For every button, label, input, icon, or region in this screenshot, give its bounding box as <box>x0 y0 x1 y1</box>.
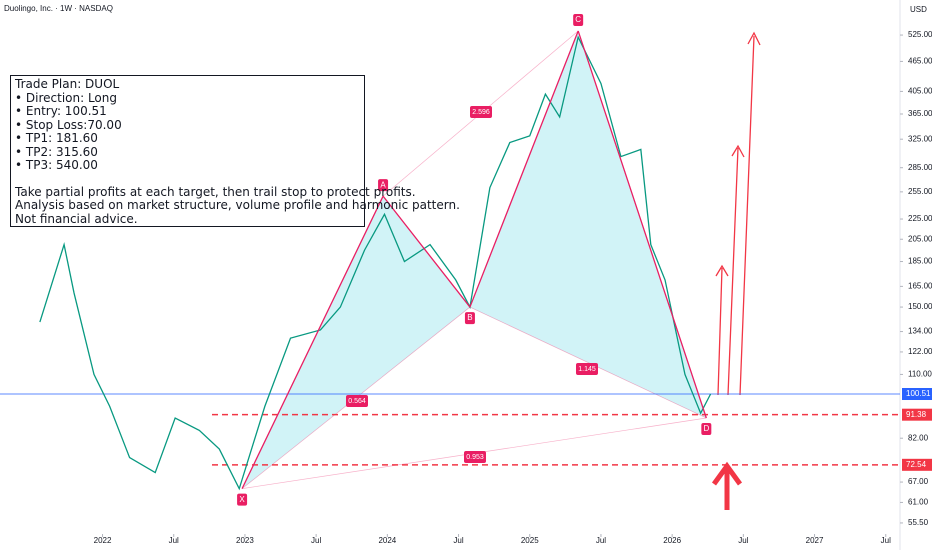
y-tick-label: 405.00 <box>908 87 932 96</box>
plan-line: • Stop Loss:70.00 <box>15 117 122 132</box>
x-tick-label: 2026 <box>663 536 681 545</box>
currency: USD <box>910 5 927 14</box>
pattern-leg <box>577 30 707 419</box>
x-tick-label: 2024 <box>378 536 396 545</box>
y-tick-label: 205.00 <box>908 234 932 243</box>
price-level-box <box>902 408 932 421</box>
x-tick-label: Jul <box>738 536 748 545</box>
price-level-box <box>902 388 932 401</box>
y-tick-label: 55.50 <box>908 518 929 527</box>
pattern-diagonal <box>469 306 707 419</box>
plan-note: Not financial advice. <box>15 211 138 226</box>
pattern-point-label: B <box>467 313 472 322</box>
x-tick-label: Jul <box>169 536 179 545</box>
pattern-leg <box>241 195 384 489</box>
plan-line: • TP2: 315.60 <box>15 144 98 159</box>
y-tick-label: 82.00 <box>908 433 929 442</box>
y-tick-label: 225.00 <box>908 214 932 223</box>
y-tick-label: 465.00 <box>908 57 932 66</box>
pattern-point-label: C <box>575 15 581 24</box>
target-arrows <box>711 31 761 510</box>
x-tick-label: 2022 <box>94 536 112 545</box>
pattern-fill <box>242 196 470 489</box>
price-level-box <box>902 458 932 471</box>
plan-note: Take partial profits at each target, the… <box>15 184 416 199</box>
y-tick-label: 61.00 <box>908 498 929 507</box>
plan-line: • TP3: 540.00 <box>15 158 98 172</box>
pattern-leg <box>382 195 471 308</box>
chart-title: Duolingo, Inc. · 1W · NASDAQ <box>4 4 113 13</box>
y-tick-label: 365.00 <box>908 109 932 118</box>
pattern-point-box <box>378 179 389 192</box>
x-tick-label: 2023 <box>236 536 254 545</box>
plan-gap <box>15 173 360 186</box>
ratio-label: 1.145 <box>578 366 596 373</box>
y-tick-label: 134.00 <box>908 327 932 336</box>
x-tick-label: Jul <box>453 536 463 545</box>
plan-line: • Direction: Long <box>15 90 117 105</box>
pattern-leg <box>469 30 579 308</box>
price-level-label: 72.54 <box>906 460 927 469</box>
plan-line: Trade Plan: DUOL <box>15 77 120 91</box>
y-tick-label: 67.00 <box>908 477 929 486</box>
x-tick-label: Jul <box>311 536 321 545</box>
pattern-fill <box>469 30 707 418</box>
pattern-point-box <box>573 13 584 26</box>
pattern-point-label: A <box>380 180 386 189</box>
plan-line: • Entry: 100.51 <box>15 104 107 118</box>
y-tick-label: 110.00 <box>908 370 932 379</box>
pattern-point-label: D <box>703 424 709 433</box>
ratio-label: 2.596 <box>472 109 490 116</box>
x-tick-label: 2027 <box>806 536 824 545</box>
x-tick-label: Jul <box>596 536 606 545</box>
pattern-point-box <box>464 312 475 325</box>
x-tick-label: 2025 <box>521 536 539 545</box>
x-tick-label: Jul <box>881 536 891 545</box>
price-level-label: 100.51 <box>906 389 931 398</box>
y-tick-label: 150.00 <box>908 302 932 311</box>
y-tick-label: 122.00 <box>908 347 932 356</box>
ratio-box <box>464 451 486 463</box>
price-line <box>39 35 712 491</box>
y-tick-label: 185.00 <box>908 257 932 266</box>
y-tick-label: 285.00 <box>908 163 932 172</box>
plan-note: Analysis based on market structure, volu… <box>15 198 460 212</box>
pattern-point-box <box>701 422 712 435</box>
y-tick-label: 255.00 <box>908 187 932 196</box>
price-level-label: 91.38 <box>906 410 927 419</box>
y-tick-label: 325.00 <box>908 134 932 143</box>
ratio-box <box>470 106 492 118</box>
ratio-label: 0.564 <box>348 398 366 405</box>
pattern-point-label: X <box>239 495 245 504</box>
ratio-box <box>576 363 598 375</box>
y-tick-label: 525.00 <box>908 30 932 39</box>
ratio-label: 0.953 <box>466 454 484 461</box>
y-tick-label: 165.00 <box>908 281 932 290</box>
pattern-point-box <box>237 493 248 506</box>
ratio-box <box>346 395 368 407</box>
trade-plan: Trade Plan: DUOL • Direction: Long • Entry… <box>10 75 460 227</box>
plan-line: • TP1: 181.60 <box>15 131 98 145</box>
